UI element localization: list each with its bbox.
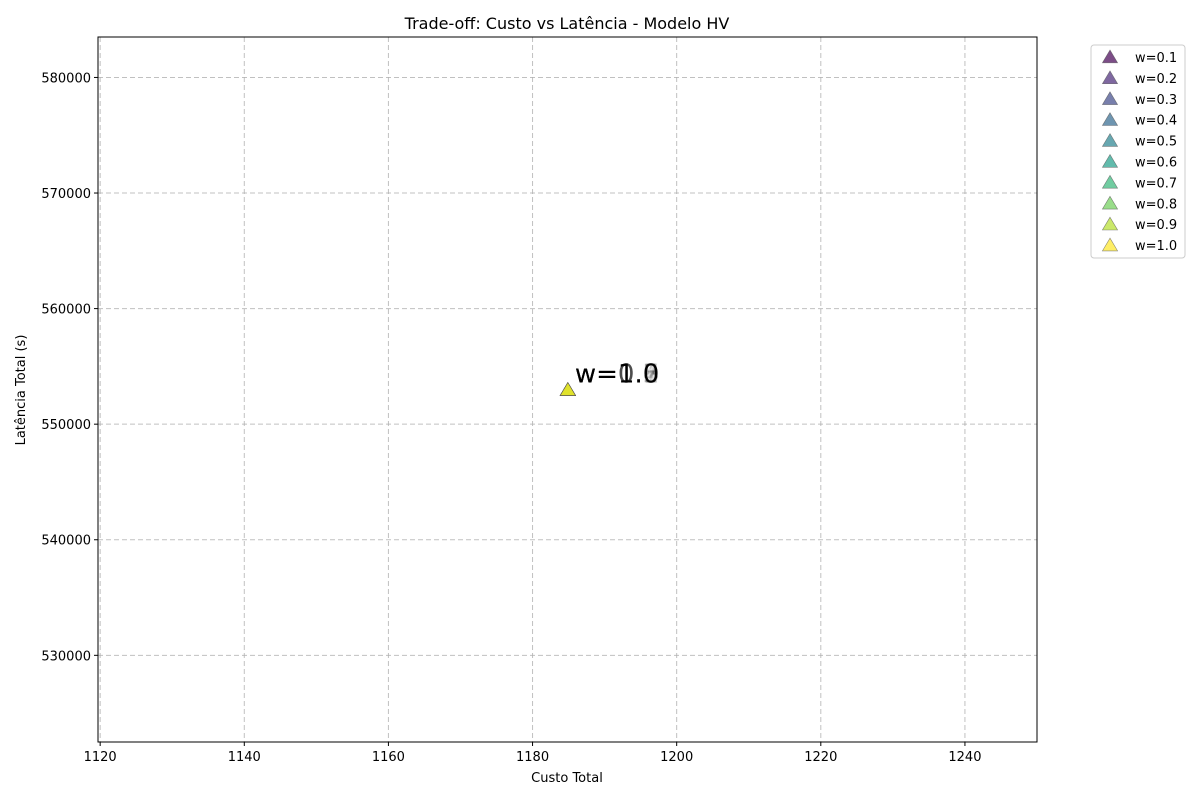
point-annotation: w=1.0	[575, 360, 659, 390]
point-annotation: w=0.9	[575, 360, 659, 390]
x-tick-label: 1140	[228, 750, 261, 765]
point-annotation: w=0.7	[575, 360, 659, 390]
legend-label: w=0.6	[1135, 156, 1177, 171]
y-tick-label: 580000	[41, 71, 91, 86]
legend-label: w=0.9	[1135, 218, 1177, 233]
plot-area-frame	[97, 36, 1038, 743]
x-tick-label: 1120	[84, 750, 117, 765]
x-tick-label: 1220	[804, 750, 837, 765]
point-annotation: w=0.1	[575, 360, 659, 390]
y-tick-label: 550000	[41, 418, 91, 433]
point-annotations: w=0.1w=0.2w=0.3w=0.4w=0.5w=0.6w=0.7w=0.8…	[575, 360, 659, 390]
chart-title: Trade-off: Custo vs Latência - Modelo HV	[404, 14, 730, 33]
legend-marker	[1101, 112, 1119, 126]
point-annotation: w=0.2	[575, 360, 659, 390]
legend-marker	[1101, 174, 1119, 189]
point-annotation: w=0.6	[575, 360, 659, 390]
legend-label: w=0.4	[1135, 114, 1177, 129]
point-annotation: w=0.3	[575, 360, 659, 390]
legend-label: w=0.7	[1135, 176, 1177, 191]
legend-label: w=0.8	[1135, 197, 1177, 212]
legend: w=0.1 w=0.2 w=0.3 w=0.4 w=0.5 w=0.6 w=0.7 w=0.8…	[1090, 44, 1186, 259]
legend-marker	[1101, 237, 1119, 252]
legend-marker	[1101, 49, 1119, 64]
x-tick-label: 1160	[372, 750, 405, 765]
legend-marker	[1101, 153, 1119, 168]
y-tick-label: 540000	[41, 534, 91, 549]
data-point-w-1-0	[559, 382, 576, 396]
point-annotation: w=0.5	[575, 360, 659, 390]
y-axis-title: Latência Total (s)	[14, 335, 29, 446]
point-annotation: w=0.8	[575, 360, 659, 390]
point-annotation: w=0.4	[575, 360, 659, 390]
legend-marker	[1101, 91, 1119, 105]
legend-marker	[1101, 133, 1119, 147]
legend-marker	[1101, 70, 1119, 84]
axis-ticks: 1120 1140 1160 1180 1200 1220 1240 530000 540000…	[41, 71, 981, 765]
y-tick-label: 530000	[41, 649, 91, 664]
legend-label: w=0.2	[1135, 72, 1177, 87]
grid-lines	[98, 37, 1037, 742]
x-tick-label: 1240	[948, 750, 981, 765]
legend-marker	[1101, 195, 1119, 210]
y-tick-label: 570000	[41, 187, 91, 202]
legend-label: w=0.1	[1135, 51, 1177, 66]
legend-label: w=1.0	[1135, 239, 1177, 254]
legend-label: w=0.5	[1135, 135, 1177, 150]
x-axis-title: Custo Total	[531, 771, 603, 786]
x-tick-label: 1180	[516, 750, 549, 765]
x-tick-label: 1200	[660, 750, 693, 765]
legend-label: w=0.3	[1135, 93, 1177, 108]
legend-marker	[1101, 216, 1119, 231]
y-tick-label: 560000	[41, 303, 91, 318]
data-points	[559, 382, 576, 396]
